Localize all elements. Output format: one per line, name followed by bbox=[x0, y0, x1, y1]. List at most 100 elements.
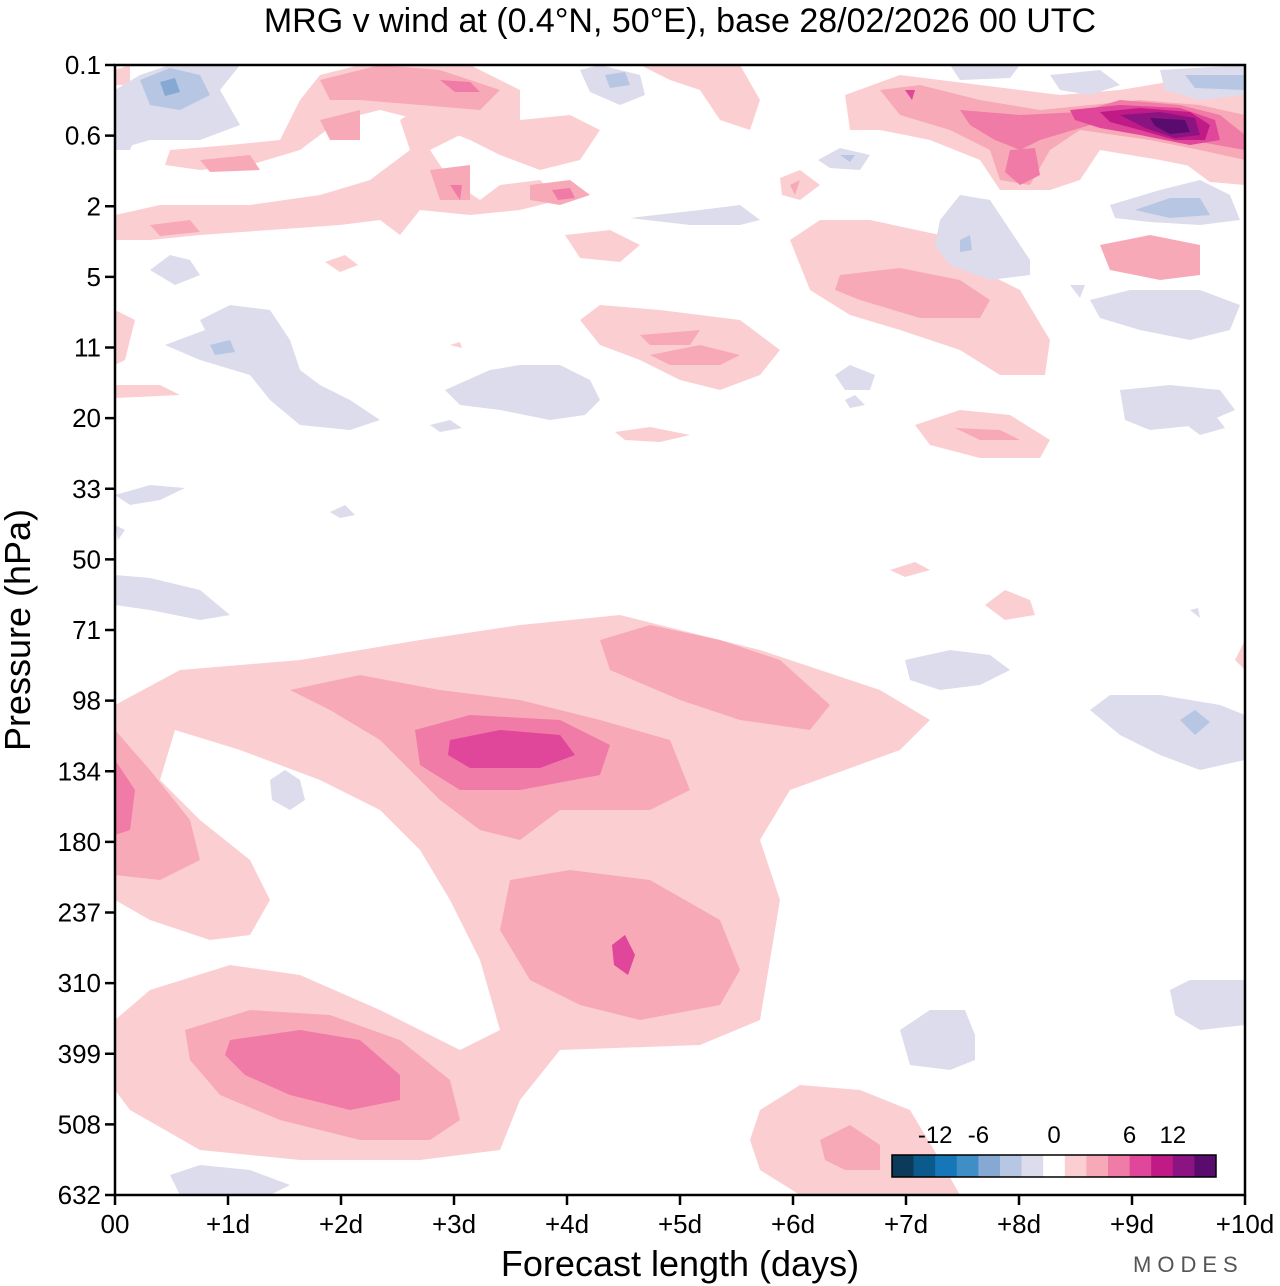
contour-region bbox=[640, 65, 760, 130]
x-tick-label: +8d bbox=[997, 1209, 1041, 1239]
contour-region bbox=[905, 650, 1010, 690]
contour-region bbox=[115, 65, 130, 85]
contour-region bbox=[900, 1010, 975, 1070]
contour-region bbox=[1005, 148, 1040, 185]
contour-region bbox=[820, 1125, 880, 1170]
x-tick-label: +4d bbox=[545, 1209, 589, 1239]
chart-title: MRG v wind at (0.4°N, 50°E), base 28/02/… bbox=[264, 2, 1096, 40]
x-axis-title: Forecast length (days) bbox=[501, 1243, 859, 1284]
contour-region bbox=[450, 185, 462, 200]
x-tick-label: +5d bbox=[658, 1209, 702, 1239]
colorbar-swatch bbox=[1000, 1155, 1022, 1177]
contour-region bbox=[960, 235, 972, 252]
contour-fields bbox=[115, 65, 1245, 1195]
y-tick-label: 71 bbox=[72, 615, 101, 645]
colorbar-swatch bbox=[1151, 1155, 1174, 1177]
contour-region bbox=[835, 268, 990, 318]
colorbar-label: -12 bbox=[918, 1122, 953, 1149]
colorbar-frame bbox=[891, 1154, 1217, 1178]
contour-region bbox=[1090, 290, 1240, 340]
colorbar-swatch bbox=[1043, 1155, 1066, 1177]
x-tick-label: +6d bbox=[771, 1209, 815, 1239]
y-tick-label: 399 bbox=[58, 1039, 101, 1069]
contour-region bbox=[440, 80, 480, 92]
contour-region bbox=[330, 505, 355, 518]
y-tick-label: 11 bbox=[74, 333, 101, 363]
contour-region bbox=[210, 340, 235, 355]
contour-region bbox=[845, 395, 865, 408]
x-tick-label: +1d bbox=[206, 1209, 250, 1239]
contour-region bbox=[1185, 75, 1245, 90]
contour-region bbox=[320, 110, 360, 140]
contour-region bbox=[630, 205, 760, 225]
contour-region bbox=[115, 485, 185, 505]
contour-region bbox=[600, 625, 830, 730]
y-tick-label: 50 bbox=[72, 544, 101, 574]
contour-region bbox=[955, 428, 1020, 440]
contour-region bbox=[615, 427, 690, 442]
contour-region bbox=[115, 115, 140, 150]
contour-region bbox=[165, 305, 380, 430]
contour-region bbox=[115, 730, 200, 880]
contour-region bbox=[1170, 980, 1245, 1030]
y-tick-label: 5 bbox=[87, 262, 101, 292]
contour-region bbox=[1090, 695, 1245, 770]
y-axis-title: Pressure (hPa) bbox=[0, 509, 38, 751]
contour-region bbox=[1190, 608, 1200, 618]
contour-region bbox=[580, 305, 780, 390]
contour-region bbox=[445, 365, 600, 420]
contour-region bbox=[170, 1165, 290, 1195]
y-tick-label: 33 bbox=[72, 474, 101, 504]
contour-region bbox=[1135, 198, 1210, 218]
colorbar-swatch bbox=[913, 1155, 936, 1177]
contour-region bbox=[1150, 118, 1190, 134]
contour-region bbox=[818, 148, 870, 170]
contour-region bbox=[115, 575, 230, 620]
colorbar: -12 -6 0 6 12 bbox=[891, 1122, 1217, 1178]
contour-region bbox=[950, 65, 1020, 80]
contour-region bbox=[448, 730, 575, 768]
contour-region bbox=[985, 590, 1035, 620]
y-tick-label: 20 bbox=[72, 403, 101, 433]
contour-region bbox=[115, 385, 180, 398]
y-tick-label: 237 bbox=[58, 898, 101, 928]
x-tick-label: +7d bbox=[884, 1209, 928, 1239]
contour-region bbox=[1050, 70, 1120, 95]
y-tick-label: 180 bbox=[58, 827, 101, 857]
contour-region bbox=[430, 420, 462, 432]
contour-region bbox=[1070, 285, 1085, 298]
colorbar-label: 6 bbox=[1123, 1122, 1136, 1149]
contour-region bbox=[552, 188, 575, 200]
contour-region bbox=[640, 330, 700, 345]
contour-region bbox=[200, 155, 260, 172]
colorbar-swatch bbox=[1194, 1155, 1217, 1177]
y-axis: 0.1 0.6 2 5 11 20 33 50 71 98 134 180 237 310 399 508 63… bbox=[58, 50, 115, 1210]
colorbar-swatch bbox=[1129, 1155, 1152, 1177]
contour-region bbox=[225, 1030, 400, 1110]
y-tick-label: 632 bbox=[58, 1180, 101, 1210]
colorbar-label: 12 bbox=[1159, 1122, 1186, 1149]
contour-region bbox=[890, 562, 930, 577]
contour-region bbox=[905, 90, 915, 100]
contour-region bbox=[150, 220, 200, 236]
y-tick-label: 98 bbox=[72, 686, 101, 716]
x-tick-label: +10d bbox=[1216, 1209, 1275, 1239]
colorbar-swatch bbox=[956, 1155, 979, 1177]
contour-region bbox=[565, 230, 640, 262]
contour-region bbox=[115, 760, 135, 835]
contour-region bbox=[325, 255, 358, 272]
contour-region bbox=[150, 255, 200, 285]
contour-region bbox=[935, 195, 1030, 280]
contour-region bbox=[270, 770, 305, 810]
contour-region bbox=[320, 65, 500, 110]
x-tick-label: +2d bbox=[319, 1209, 363, 1239]
y-tick-label: 134 bbox=[58, 756, 101, 786]
colorbar-swatch bbox=[1172, 1155, 1195, 1177]
contour-region bbox=[650, 345, 740, 365]
contour-region bbox=[1235, 640, 1245, 670]
y-tick-label: 0.1 bbox=[65, 50, 101, 80]
y-tick-label: 310 bbox=[58, 968, 101, 998]
contour-region bbox=[840, 155, 855, 162]
contour-region bbox=[1100, 235, 1200, 280]
